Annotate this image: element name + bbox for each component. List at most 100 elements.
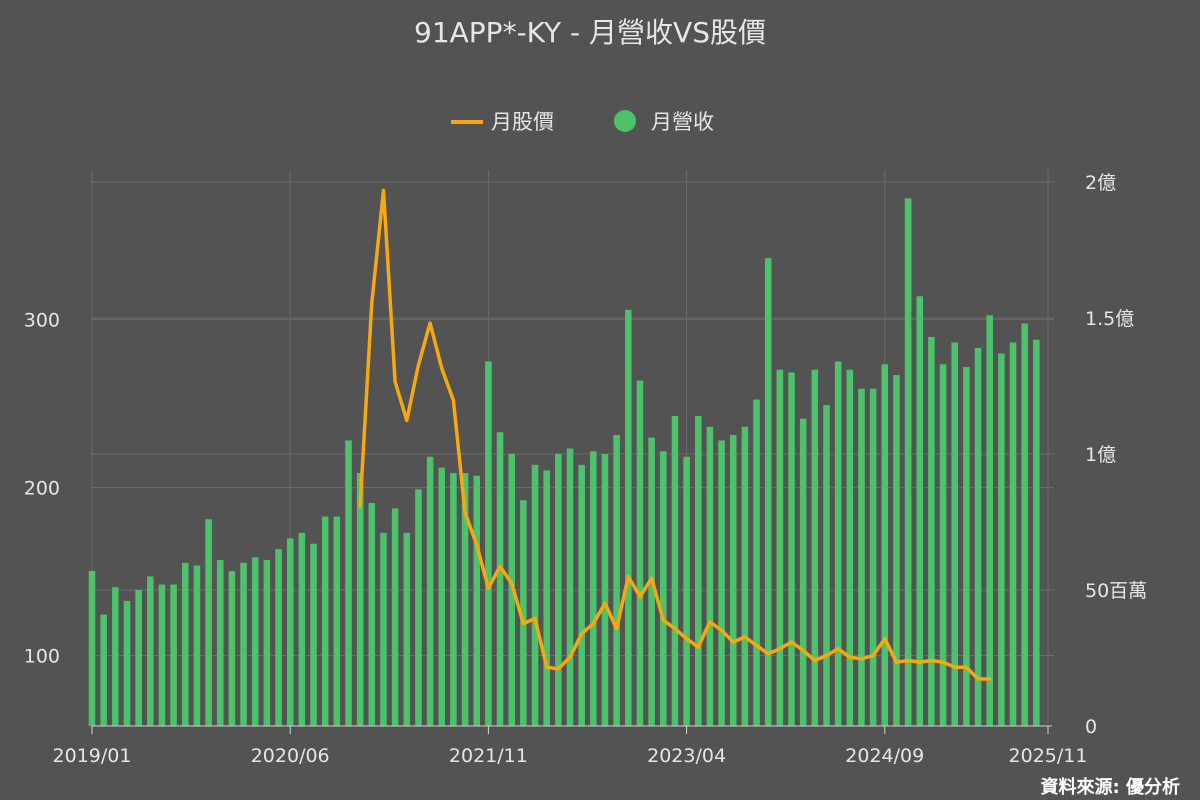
revenue-bar — [694, 415, 702, 726]
revenue-bar — [788, 372, 795, 726]
revenue-bar — [660, 451, 667, 726]
revenue-bar — [473, 475, 480, 726]
legend-revenue-swatch — [614, 110, 636, 132]
revenue-bar — [193, 565, 201, 726]
y-left-tick-label: 300 — [24, 310, 60, 332]
revenue-bar — [683, 456, 690, 726]
axes: 0 50百萬 1億 1.5億 2億 100 200 300 2019/01 2020/06 2021… — [24, 172, 1147, 767]
revenue-bar — [450, 473, 457, 726]
revenue-bar — [823, 405, 830, 726]
revenue-bar — [135, 590, 142, 726]
revenue-bar — [963, 366, 970, 726]
revenue-bar — [298, 532, 306, 726]
revenue-bar — [461, 473, 469, 726]
revenue-bar — [310, 543, 317, 726]
revenue-bar — [356, 473, 364, 726]
y-left-tick-label: 100 — [24, 645, 60, 667]
revenue-bar — [951, 342, 958, 726]
legend: 月股價 月營收 — [451, 110, 714, 134]
legend-revenue-label: 月營收 — [651, 110, 714, 134]
revenue-bar — [846, 369, 854, 726]
revenue-bar — [625, 309, 632, 726]
revenue-bar — [881, 364, 889, 726]
revenue-bar — [391, 508, 399, 726]
revenue-bar — [590, 451, 597, 726]
revenue-bar — [636, 380, 644, 726]
revenue-bar — [520, 500, 527, 726]
revenue-bar — [543, 470, 550, 726]
revenue-bar — [286, 538, 294, 726]
revenue-bar — [275, 549, 282, 726]
revenue-bar — [928, 337, 935, 726]
revenue-bar — [834, 361, 842, 726]
price-line — [358, 188, 992, 681]
source-label: 資料來源: 優分析 — [1041, 776, 1180, 798]
x-tick-label: 2025/11 — [1009, 745, 1088, 767]
revenue-bar — [182, 562, 189, 726]
price-line-layer — [358, 188, 992, 681]
revenue-bar — [1021, 323, 1028, 726]
revenue-bar — [438, 467, 446, 726]
revenue-bar — [333, 516, 341, 726]
revenue-bar — [508, 454, 515, 726]
revenue-bar — [578, 464, 585, 726]
y-right-tick-label: 50百萬 — [1085, 580, 1147, 602]
revenue-bar — [974, 347, 982, 726]
revenue-bar — [112, 587, 119, 726]
legend-price-label: 月股價 — [491, 110, 554, 134]
y-right-tick-label: 1.5億 — [1085, 308, 1134, 330]
revenue-bar — [613, 434, 620, 726]
revenue-bar — [147, 576, 154, 726]
y-right-tick-label: 0 — [1085, 716, 1097, 738]
revenue-bar — [753, 399, 760, 726]
revenue-bar — [426, 456, 434, 726]
revenue-bar — [100, 614, 107, 726]
revenue-bar — [1009, 342, 1017, 726]
revenue-bar — [368, 502, 376, 726]
revenue-bar — [799, 418, 807, 726]
revenue-bar — [345, 440, 352, 726]
revenue-bar — [916, 296, 924, 726]
revenue-bars — [88, 198, 1040, 726]
revenue-bar — [566, 448, 574, 726]
revenue-bar — [904, 198, 912, 726]
y-left-tick-label: 200 — [24, 478, 60, 500]
revenue-bar — [485, 361, 492, 726]
revenue-bar — [123, 600, 131, 726]
revenue-bar — [263, 560, 271, 726]
y-right-tick-label: 1億 — [1085, 444, 1116, 466]
revenue-bar — [939, 364, 947, 726]
y-right-tick-label: 2億 — [1085, 172, 1116, 194]
revenue-bar — [718, 440, 725, 726]
revenue-bar — [88, 570, 96, 726]
revenue-bar — [158, 584, 166, 726]
revenue-bar — [893, 375, 900, 726]
revenue-bar — [764, 258, 772, 726]
chart-title: 91APP*-KY - 月營收VS股價 — [414, 16, 766, 49]
revenue-bar — [741, 426, 749, 726]
revenue-bar — [1033, 339, 1040, 726]
revenue-bar — [170, 584, 177, 726]
x-tick-label: 2019/01 — [53, 745, 132, 767]
revenue-bar — [205, 519, 212, 726]
revenue-bar — [403, 532, 411, 726]
revenue-bar — [858, 388, 865, 726]
revenue-bar — [706, 426, 714, 726]
revenue-bar — [531, 464, 539, 726]
revenue-bar — [228, 570, 236, 726]
revenue-bar — [321, 516, 329, 726]
revenue-bar — [415, 489, 422, 726]
revenue-bar — [811, 369, 819, 726]
revenue-bar — [998, 353, 1005, 726]
x-tick-label: 2024/09 — [845, 745, 924, 767]
revenue-bar — [776, 369, 784, 726]
revenue-bar — [380, 532, 387, 726]
revenue-bar — [729, 434, 737, 726]
x-tick-label: 2020/06 — [251, 745, 330, 767]
revenue-bar — [251, 557, 259, 726]
revenue-bar — [869, 388, 877, 726]
revenue-bar — [240, 562, 247, 726]
revenue-bar — [986, 315, 993, 726]
